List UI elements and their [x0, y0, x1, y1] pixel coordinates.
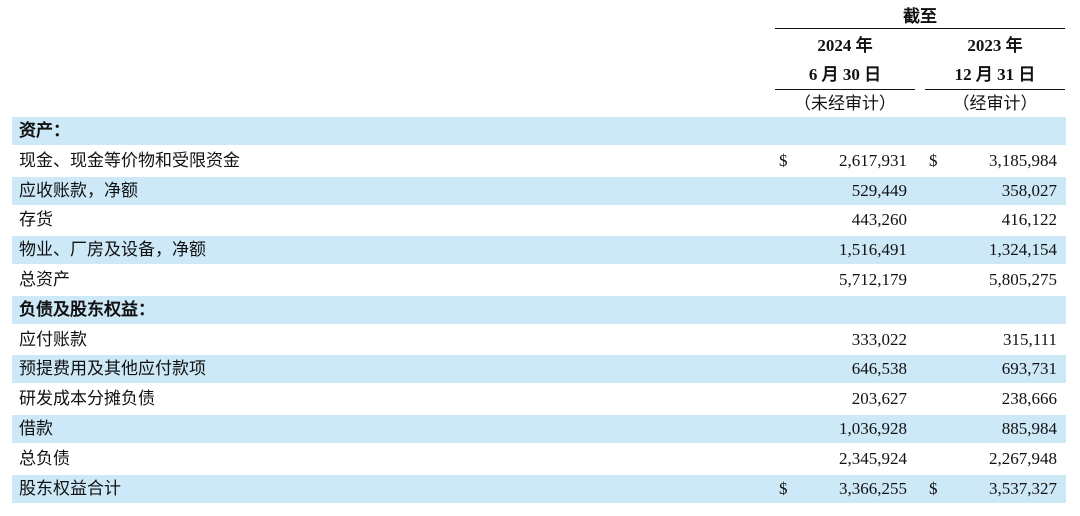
- cell-value: 315,111: [1003, 329, 1057, 349]
- row-label: 现金、现金等价物和受限资金: [19, 150, 240, 170]
- cell-value: 5,712,179: [839, 270, 907, 289]
- row-label: 股东权益合计: [19, 478, 121, 498]
- cell-value: 5,805,275: [989, 270, 1057, 289]
- cell-value: 443,260: [851, 210, 907, 230]
- currency-symbol: $: [929, 478, 938, 498]
- row-label: 总资产: [19, 270, 70, 289]
- section-label: 资产：: [19, 121, 70, 140]
- header-title: 截至: [903, 7, 937, 26]
- row-band: [12, 176, 1066, 205]
- row-label: 物业、厂房及设备，净额: [19, 240, 206, 260]
- row-label: 总负债: [19, 448, 70, 468]
- row-label: 应收账款，净额: [19, 180, 138, 200]
- cell-value: 1,324,154: [989, 240, 1057, 260]
- cell-value: 2,345,924: [839, 448, 907, 468]
- row-label: 研发成本分摊负债: [19, 389, 155, 409]
- row-band: [12, 355, 1066, 384]
- section-label: 负债及股东权益：: [19, 299, 155, 319]
- cell-value: 203,627: [851, 389, 907, 409]
- row-label: 存货: [19, 210, 53, 230]
- row-band: [12, 295, 1066, 324]
- row-label: 预提费用及其他应付款项: [19, 359, 206, 379]
- cell-value: 693,731: [1001, 359, 1057, 379]
- column-date: 6 月 30 日: [808, 65, 882, 84]
- row-band: [12, 117, 1066, 145]
- cell-value: 416,122: [1001, 210, 1057, 230]
- cell-value: 358,027: [1001, 180, 1057, 200]
- cell-value: 238,666: [1001, 389, 1057, 409]
- cell-value: 2,267,948: [989, 448, 1057, 468]
- row-band: [12, 415, 1066, 443]
- cell-value: 885,984: [1001, 419, 1057, 438]
- row-band: [12, 474, 1066, 503]
- cell-value: 529,449: [851, 180, 907, 200]
- row-label: 借款: [19, 419, 53, 438]
- row-band: [12, 236, 1066, 265]
- cell-value: 1,516,491: [839, 240, 907, 260]
- column-rule: [925, 89, 1065, 90]
- cell-value: 1,036,928: [839, 419, 907, 438]
- header-rule: [775, 28, 1065, 29]
- currency-symbol: $: [779, 150, 788, 170]
- column-rule: [775, 89, 915, 90]
- column-note: （经审计）: [952, 94, 1038, 113]
- currency-symbol: $: [929, 150, 938, 170]
- column-year: 2023 年: [967, 36, 1023, 55]
- cell-value: 3,366,255: [839, 478, 907, 498]
- cell-value: 3,185,984: [989, 150, 1057, 170]
- currency-symbol: $: [779, 478, 788, 498]
- cell-value: 3,537,327: [989, 478, 1057, 498]
- row-label: 应付账款: [19, 329, 87, 349]
- cell-value: 646,538: [851, 359, 907, 379]
- column-year: 2024 年: [817, 36, 873, 55]
- column-date: 12 月 31 日: [954, 65, 1036, 84]
- column-note: （未经审计）: [794, 94, 896, 113]
- cell-value: 333,022: [851, 329, 907, 349]
- cell-value: 2,617,931: [839, 150, 907, 170]
